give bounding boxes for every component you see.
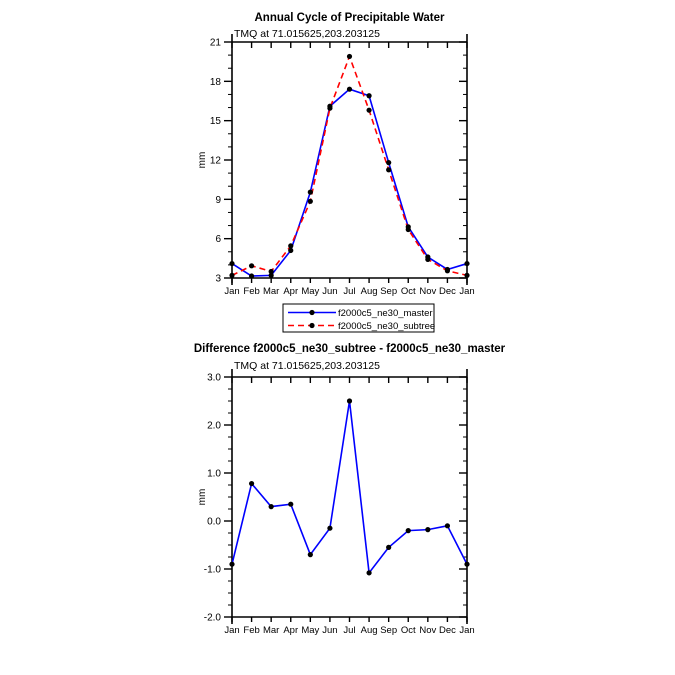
data-point-marker [248,263,255,269]
y-tick-label: 3 [215,274,221,285]
x-tick-label: Oct [401,286,416,297]
x-tick-label: Sep [380,286,397,297]
x-tick-label: Jul [343,286,355,297]
x-tick-label: Jan [224,286,239,297]
data-point-marker [307,189,313,195]
x-tick-label: Jan [459,286,474,297]
data-point-marker [327,525,333,531]
chart-title: Annual Cycle of Precipitable Water [254,12,445,24]
x-tick-label: Nov [419,286,436,297]
x-tick-label: Jul [343,625,355,636]
y-tick-label: 12 [210,156,222,167]
data-point-marker [464,260,470,267]
annual-cycle-chart: Annual Cycle of Precipitable Water TMQ at… [197,12,475,297]
data-point-marker [327,105,333,111]
data-point-marker [386,544,392,551]
data-point-marker [386,160,392,166]
data-point-marker [366,107,372,113]
data-point-marker [366,93,372,99]
legend-entry-label: f2000c5_ne30_subtree [338,321,435,332]
data-point-marker [288,243,294,249]
difference-chart: Difference f2000c5_ne30_subtree - f2000c… [194,343,506,636]
y-axis-label: mm [197,152,208,169]
x-tick-label: Jun [322,625,337,636]
legend-entry-label: f2000c5_ne30_master [338,308,433,319]
x-tick-label: Aug [361,625,378,636]
data-point-marker [307,552,313,558]
data-point-marker [444,268,451,274]
data-point-marker [346,86,353,92]
y-tick-label: -1.0 [204,565,222,576]
chart-subtitle: TMQ at 71.015625,203.203125 [234,360,380,372]
y-tick-label: 15 [210,116,222,127]
data-point-marker [405,226,411,233]
data-point-marker [268,268,274,275]
x-tick-label: Feb [243,625,259,636]
y-axis-label: mm [197,489,208,506]
x-tick-label: Jan [459,625,474,636]
x-tick-label: May [301,286,319,297]
data-point-marker [307,198,313,204]
x-tick-label: Feb [243,286,259,297]
data-point-marker [464,561,470,567]
legend: f2000c5_ne30_master f2000c5_ne30_subtree [282,303,435,333]
data-point-marker [425,256,431,262]
data-point-marker [288,501,294,507]
data-point-marker [288,247,294,254]
y-tick-label: 18 [210,77,222,88]
chart-subtitle: TMQ at 71.015625,203.203125 [234,28,380,40]
data-point-marker [366,570,372,576]
x-tick-label: Sep [380,625,397,636]
y-tick-label: 1.0 [207,469,221,480]
data-point-marker [405,528,411,534]
data-point-marker [346,398,353,404]
chart-title: Difference f2000c5_ne30_subtree - f2000c… [194,343,506,355]
data-point-marker [229,272,235,278]
data-point-marker [346,53,353,60]
y-tick-label: 21 [210,38,222,49]
y-tick-label: 6 [215,234,221,245]
legend-marker-sample [309,322,315,329]
x-tick-label: Apr [283,286,298,297]
x-tick-label: May [301,625,319,636]
data-point-marker [229,561,235,567]
legend-box [282,303,435,333]
x-tick-label: Aug [361,286,378,297]
series-line-f2000c5-ne30-master [231,88,468,277]
y-tick-label: 2.0 [207,421,221,432]
x-tick-label: Mar [263,286,279,297]
x-tick-label: Dec [439,286,456,297]
x-tick-label: Jun [322,286,337,297]
data-point-marker [248,480,255,487]
x-tick-label: Nov [419,625,436,636]
data-point-marker [268,272,274,278]
data-point-marker [425,527,431,533]
y-tick-label: -2.0 [204,613,222,624]
data-point-marker [464,272,470,278]
y-tick-label: 0.0 [207,517,221,528]
x-tick-label: Mar [263,625,279,636]
legend-marker-sample [309,309,315,316]
x-tick-label: Jan [224,625,239,636]
x-tick-label: Oct [401,625,416,636]
data-point-marker [248,273,255,279]
data-point-marker [268,504,274,510]
y-tick-label: 3.0 [207,373,221,384]
data-point-marker [444,523,451,529]
data-point-marker [386,167,392,173]
series-line-f2000c5-ne30-subtree-f2000c5-ne30-master [231,400,468,575]
y-tick-label: 9 [215,195,221,206]
x-tick-label: Apr [283,625,298,636]
x-tick-label: Dec [439,625,456,636]
data-point-marker [229,260,235,267]
